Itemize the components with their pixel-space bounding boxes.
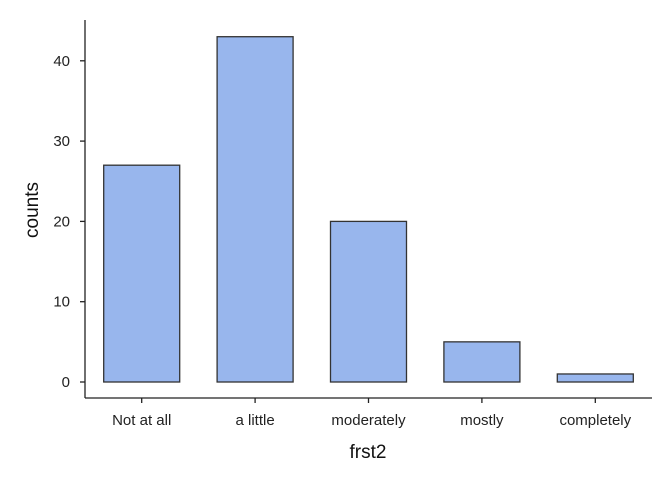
x-tick-label: mostly: [460, 412, 504, 429]
y-tick-label: 10: [53, 294, 70, 311]
y-tick-label: 30: [53, 133, 70, 150]
y-tick-label: 40: [53, 53, 70, 70]
y-tick-label: 0: [62, 374, 70, 391]
y-tick-label: 20: [53, 213, 70, 230]
x-tick-label: moderately: [331, 412, 406, 429]
axes: Not at all a little moderately mostly comple…: [53, 20, 652, 429]
y-axis-title: counts: [22, 182, 43, 238]
bar-not-at-all: [103, 164, 181, 383]
bar-mostly: [443, 341, 521, 383]
x-tick-label: Not at all: [112, 412, 171, 429]
x-tick-label: completely: [559, 412, 631, 429]
bar-completely: [556, 373, 634, 383]
x-axis-title: frst2: [350, 442, 387, 463]
x-tick-label: a little: [236, 412, 275, 429]
bars: [103, 36, 634, 383]
bar-a-little: [216, 36, 294, 383]
bar-moderately: [329, 220, 408, 383]
